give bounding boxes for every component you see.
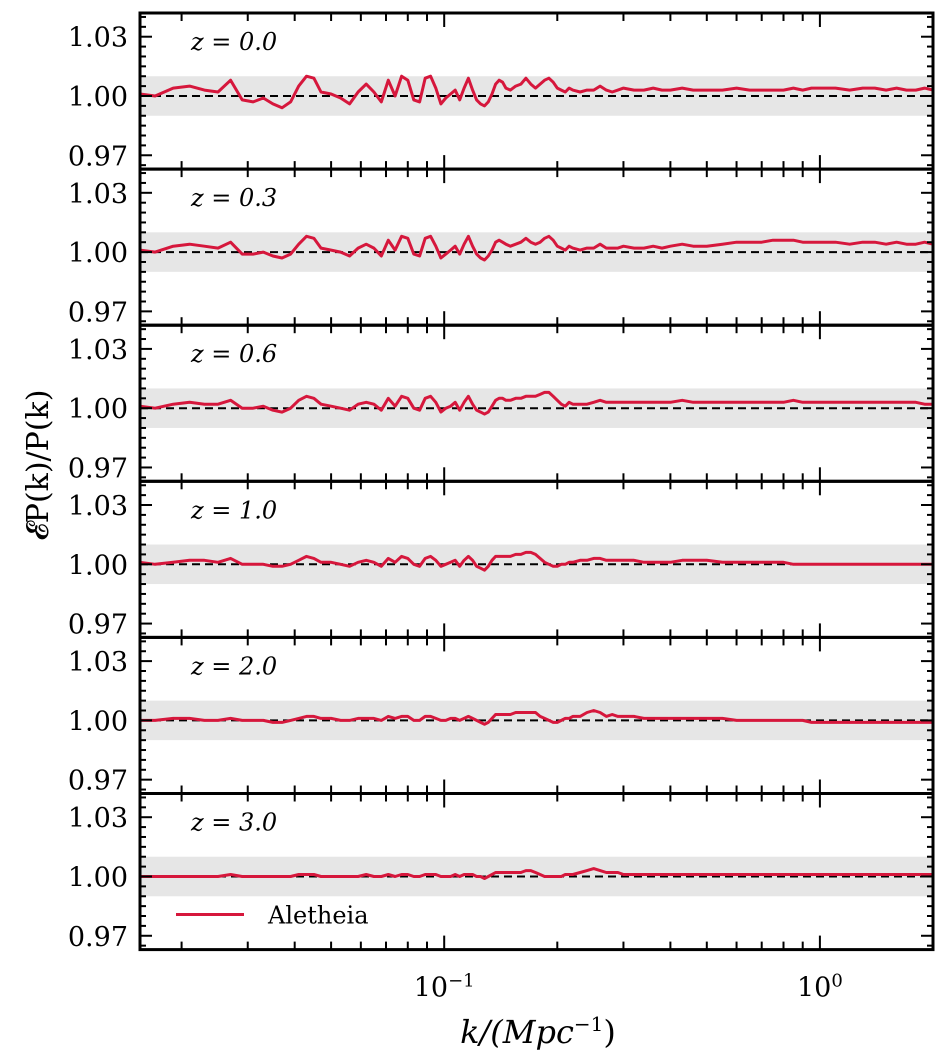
y-tick-label: 1.00 (68, 394, 128, 425)
x-axis-label-base: k/(Mpc (460, 1013, 574, 1051)
y-tick-label: 1.00 (68, 862, 128, 893)
legend-label: Aletheia (267, 902, 369, 930)
y-tick-label: 1.03 (68, 23, 128, 54)
series-line-aletheia (140, 867, 933, 880)
y-tick-label: 1.03 (68, 491, 128, 522)
redshift-label: z = 1.0 (190, 496, 277, 524)
x-tick-label-exponent: 0 (831, 970, 842, 991)
y-tick-label: 1.03 (68, 179, 128, 210)
panel-2: 0.97 1.00 1.03 z = 0.6 (68, 323, 935, 484)
y-tick-label: 1.03 (68, 335, 128, 366)
redshift-label: z = 2.0 (190, 652, 277, 680)
y-tick-label: 0.97 (68, 297, 128, 328)
x-axis-label-close: ) (603, 1013, 615, 1051)
panels: 0.971.001.03 z = 0.00.971.001.03 z = 0.30.… (68, 11, 935, 953)
panel-1: 0.97 1.00 1.03 z = 0.3 (68, 167, 935, 328)
series-line-aletheia (140, 709, 933, 726)
y-tick-label: 1.00 (68, 82, 128, 113)
panel-4: 0.97 1.00 1.03 z = 2.0 (68, 635, 935, 797)
panel-0: 0.97 1.00 1.03 z = 0.0 (68, 11, 935, 172)
y-tick-label: 0.97 (68, 922, 128, 953)
series-line-aletheia (139, 550, 933, 572)
y-tick-label: 1.00 (68, 550, 128, 581)
y-axis-label: 𝓔P(k)/P(k) (21, 390, 56, 541)
redshift-label: z = 0.0 (190, 28, 277, 56)
legend: Aletheia (176, 902, 369, 930)
x-axis-label: k/(Mpc−1) (460, 1012, 616, 1051)
series-line-aletheia (139, 234, 934, 262)
panel-frame (138, 792, 935, 952)
y-tick-label: 1.03 (68, 647, 128, 678)
x-axis-label-exponent: −1 (574, 1012, 603, 1036)
y-tick-label: 0.97 (68, 610, 128, 641)
y-tick-label: 0.97 (68, 453, 128, 484)
series-line-aletheia (139, 74, 934, 110)
redshift-label: z = 3.0 (190, 809, 277, 837)
x-tick-label-base: 10 (797, 973, 831, 1004)
x-tick-label-exponent: −1 (448, 970, 475, 991)
x-tick-label: 100 (797, 970, 843, 1004)
y-tick-label: 1.00 (68, 706, 128, 737)
series-line-aletheia (139, 390, 933, 416)
y-tick-label: 0.97 (68, 766, 128, 797)
x-tick-label-base: 10 (414, 973, 448, 1004)
panel-3: 0.97 1.00 1.03 z = 1.0 (68, 479, 935, 641)
x-tick-label: 10−1 (414, 970, 475, 1004)
y-tick-label: 1.00 (68, 238, 128, 269)
y-tick-label: 1.03 (68, 803, 128, 834)
redshift-label: z = 0.3 (190, 184, 277, 212)
redshift-label: z = 0.6 (190, 340, 277, 368)
panel-5: 0.97 1.00 1.03 z = 3.0 (68, 792, 935, 953)
y-tick-label: 0.97 (68, 141, 128, 172)
